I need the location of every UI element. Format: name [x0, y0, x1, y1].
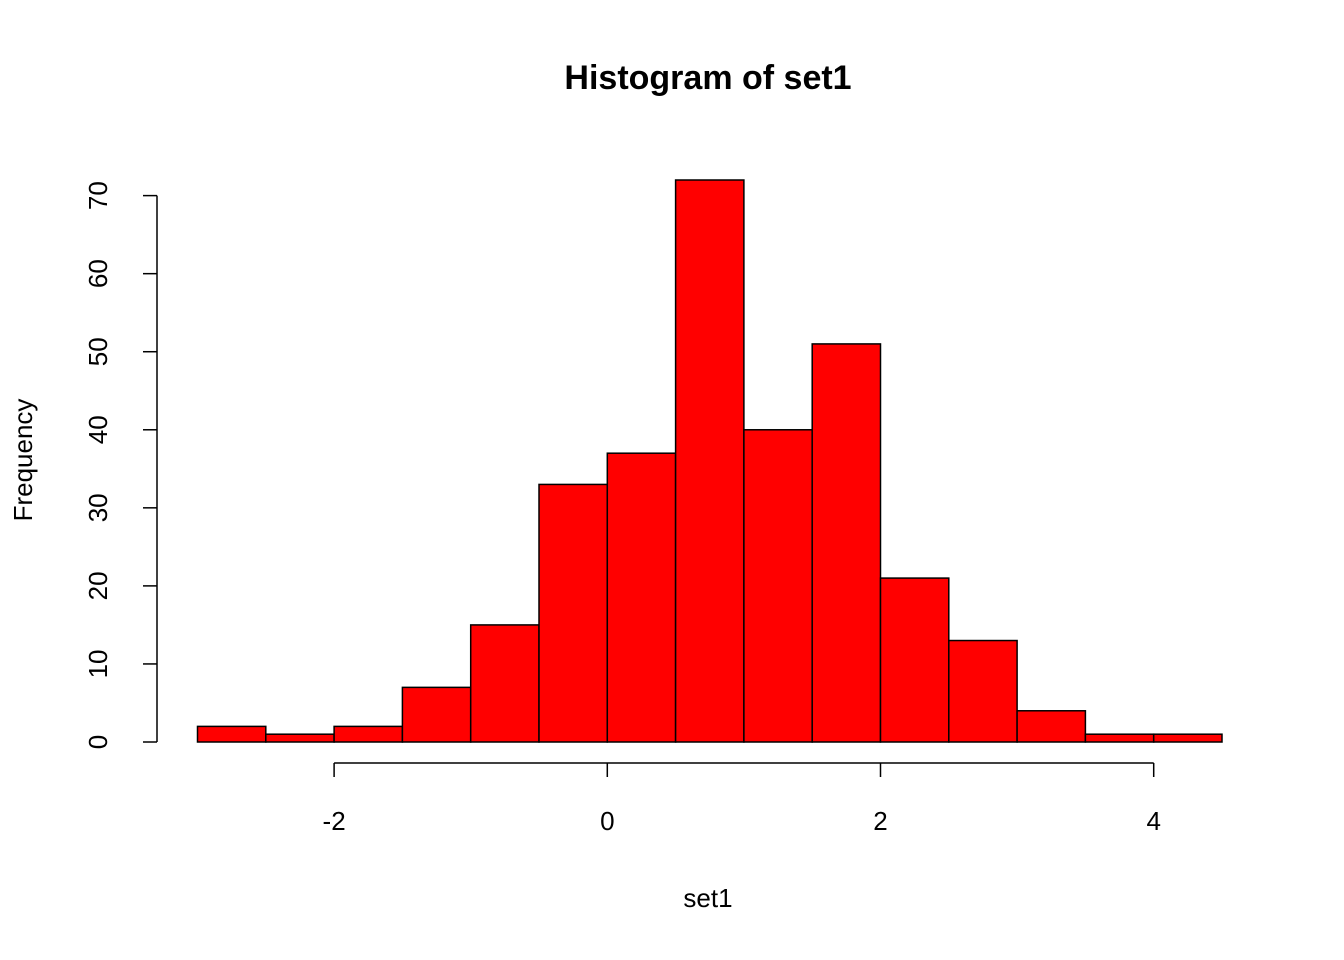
y-tick-label: 20 [83, 571, 113, 600]
x-tick-label: 2 [873, 806, 887, 836]
bar [674, 179, 745, 743]
bar [333, 725, 404, 743]
y-tick-label: 60 [83, 259, 113, 288]
x-tick-label: 0 [600, 806, 614, 836]
y-tick-label: 10 [83, 649, 113, 678]
bar [469, 624, 540, 743]
y-tick-label: 0 [83, 735, 113, 749]
bar [606, 452, 677, 743]
y-tick-label: 70 [83, 181, 113, 210]
bar [948, 639, 1018, 743]
x-axis-label: set1 [683, 883, 732, 913]
bar [538, 483, 609, 743]
bar [1084, 733, 1155, 743]
bar [196, 725, 267, 743]
y-axis-label: Frequency [8, 399, 38, 522]
bar [743, 429, 813, 743]
chart-title: Histogram of set1 [564, 59, 851, 97]
y-tick-label: 30 [83, 493, 113, 522]
bar [879, 577, 950, 743]
bar [811, 343, 882, 743]
bar [265, 733, 335, 743]
bar [401, 686, 472, 743]
y-tick-label: 50 [83, 337, 113, 366]
y-tick-label: 40 [83, 415, 113, 444]
x-tick-label: 4 [1146, 806, 1160, 836]
x-tick-label: -2 [323, 806, 346, 836]
bar [1016, 710, 1087, 743]
bar [1152, 733, 1223, 743]
